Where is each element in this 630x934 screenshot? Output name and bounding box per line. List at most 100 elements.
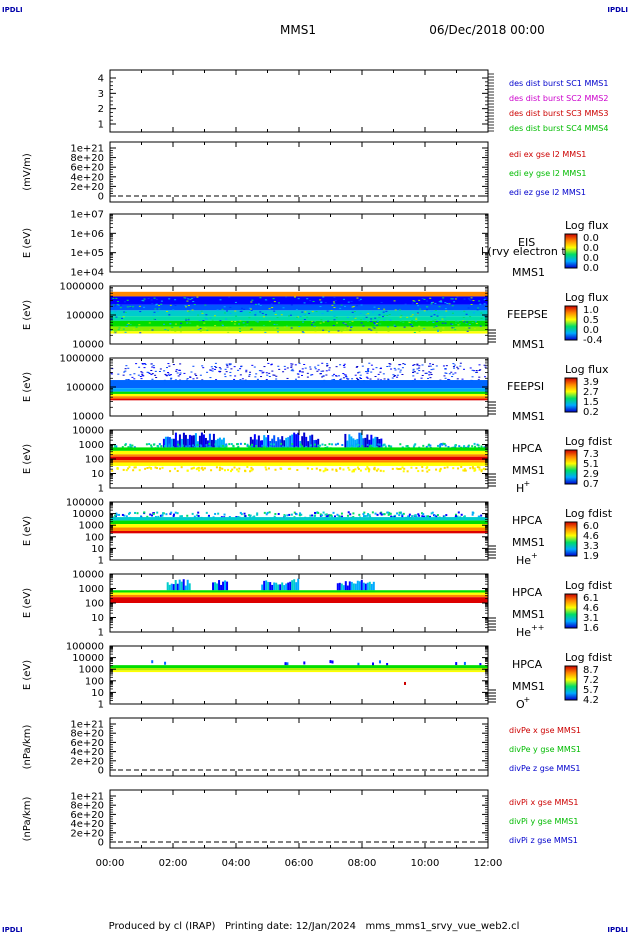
spectrogram-pixel	[444, 372, 447, 374]
spectrogram-pixel	[127, 446, 130, 449]
spectrogram-pixel	[138, 469, 141, 472]
spectrogram-pixel	[277, 365, 280, 367]
spectrogram-pixel	[292, 370, 295, 372]
spectrogram-pixel	[296, 316, 299, 318]
spectrogram-pixel	[319, 306, 322, 308]
spectrogram-pixel	[471, 322, 474, 324]
spectrogram-pixel	[176, 372, 179, 374]
spectrogram-pixel	[358, 513, 361, 516]
spectrogram-patch	[216, 583, 219, 591]
spectrogram-pixel	[427, 365, 430, 367]
spectrogram-pixel	[288, 315, 291, 317]
spectrogram-pixel	[228, 515, 231, 518]
spectrogram-pixel	[168, 298, 171, 300]
spectrogram-pixel	[319, 468, 322, 471]
spectrogram-pixel	[129, 306, 132, 308]
spectrogram-pixel	[351, 378, 354, 380]
spectrogram-pixel	[420, 329, 423, 331]
spectrogram-pixel	[115, 512, 118, 515]
spectrogram-pixel	[312, 323, 315, 325]
spectrogram-pixel	[205, 511, 208, 514]
spectrogram-pixel	[468, 327, 471, 329]
spectrogram-pixel	[314, 511, 317, 514]
spectrogram-pixel	[210, 469, 213, 472]
spectrogram-patch	[208, 433, 211, 448]
spectrogram-pixel	[271, 307, 274, 309]
spectrogram-pixel	[383, 319, 386, 321]
spectrogram-pixel	[391, 377, 394, 379]
spectrogram-pixel	[198, 469, 201, 472]
spectrogram-pixel	[432, 320, 435, 322]
spectrogram-pixel	[447, 445, 450, 448]
spectrogram-pixel	[235, 468, 238, 471]
spectrogram-pixel	[158, 304, 161, 306]
spectrogram-pixel	[394, 369, 397, 371]
spectrogram-pixel	[266, 445, 269, 448]
spectrogram-patch	[269, 582, 272, 591]
spectrogram-pixel	[179, 515, 182, 518]
spectrogram-pixel	[469, 299, 472, 301]
spectrogram-pixel	[231, 468, 234, 471]
spectrogram-pixel	[391, 516, 394, 519]
spectrogram-pixel	[372, 326, 375, 328]
spacecraft-label: MMS1	[512, 410, 545, 423]
spectrogram-pixel	[265, 372, 268, 374]
y-tick-label: 100	[85, 455, 104, 466]
spectrogram-pixel	[360, 304, 363, 306]
spectrogram-pixel	[445, 514, 448, 517]
spectrogram-pixel	[277, 302, 280, 304]
spectrogram-patch	[170, 583, 173, 591]
spectrogram-pixel	[396, 374, 399, 376]
spectrogram-pixel	[192, 301, 195, 303]
spectrogram-pixel	[340, 512, 343, 515]
y-tick-label: 1	[98, 120, 104, 131]
spectrogram-patch	[180, 581, 183, 591]
colorbar-tick-label: 1.5	[583, 397, 599, 408]
spectrogram-pixel	[359, 469, 362, 472]
spectrogram-pixel	[343, 366, 346, 368]
spectrogram-pixel	[197, 514, 200, 517]
spectrogram-pixel	[355, 377, 358, 379]
spectrogram-patch	[368, 581, 371, 591]
spectrogram-pixel	[265, 468, 268, 471]
spectrogram-pixel	[239, 330, 242, 332]
spectrogram-patch	[194, 433, 197, 448]
spectrogram-pixel	[301, 311, 304, 313]
spectrogram-pixel	[197, 466, 200, 469]
y-tick-label: 1	[98, 700, 104, 711]
y-tick-label: 100000	[66, 311, 104, 322]
spectrogram-pixel	[250, 446, 253, 449]
spectrogram-pixel	[470, 303, 473, 305]
spectrogram-pixel	[367, 371, 370, 373]
spectrogram-pixel	[168, 444, 171, 447]
spectrogram-patch	[281, 582, 284, 591]
spectrogram-pixel	[439, 443, 442, 446]
spectrogram-pixel	[416, 368, 419, 370]
spectrogram-pixel	[442, 328, 445, 330]
spectrogram-pixel	[438, 306, 441, 308]
spectrogram-pixel	[169, 470, 172, 473]
spectrogram-patch	[265, 580, 268, 591]
spectrogram-pixel	[186, 300, 189, 302]
spectrogram-pixel	[444, 377, 447, 379]
spectrogram-pixel	[263, 511, 266, 514]
spectrogram-pixel	[342, 377, 345, 379]
spectrogram-pixel	[386, 511, 389, 514]
spectrogram-pixel	[286, 367, 289, 369]
spectrogram-pixel	[273, 443, 276, 446]
spectrogram-pixel	[301, 368, 304, 370]
spectrogram-pixel	[236, 443, 239, 446]
spectrogram-pixel	[328, 369, 331, 371]
spectrogram-pixel	[280, 467, 283, 470]
spectrogram-pixel	[215, 379, 218, 381]
spectrogram-pixel	[418, 370, 421, 372]
spectrogram-band-2	[110, 524, 488, 528]
spectrogram-patch	[346, 440, 349, 448]
spectrogram-pixel	[371, 511, 374, 514]
spectrogram-pixel	[250, 466, 253, 469]
legend-entry: des dist burst SC3 MMS3	[509, 109, 608, 118]
spectrogram-pixel	[465, 313, 468, 315]
spectrogram-pixel	[226, 310, 229, 312]
spectrogram-pixel	[150, 374, 153, 376]
spectrogram-pixel	[430, 311, 433, 313]
